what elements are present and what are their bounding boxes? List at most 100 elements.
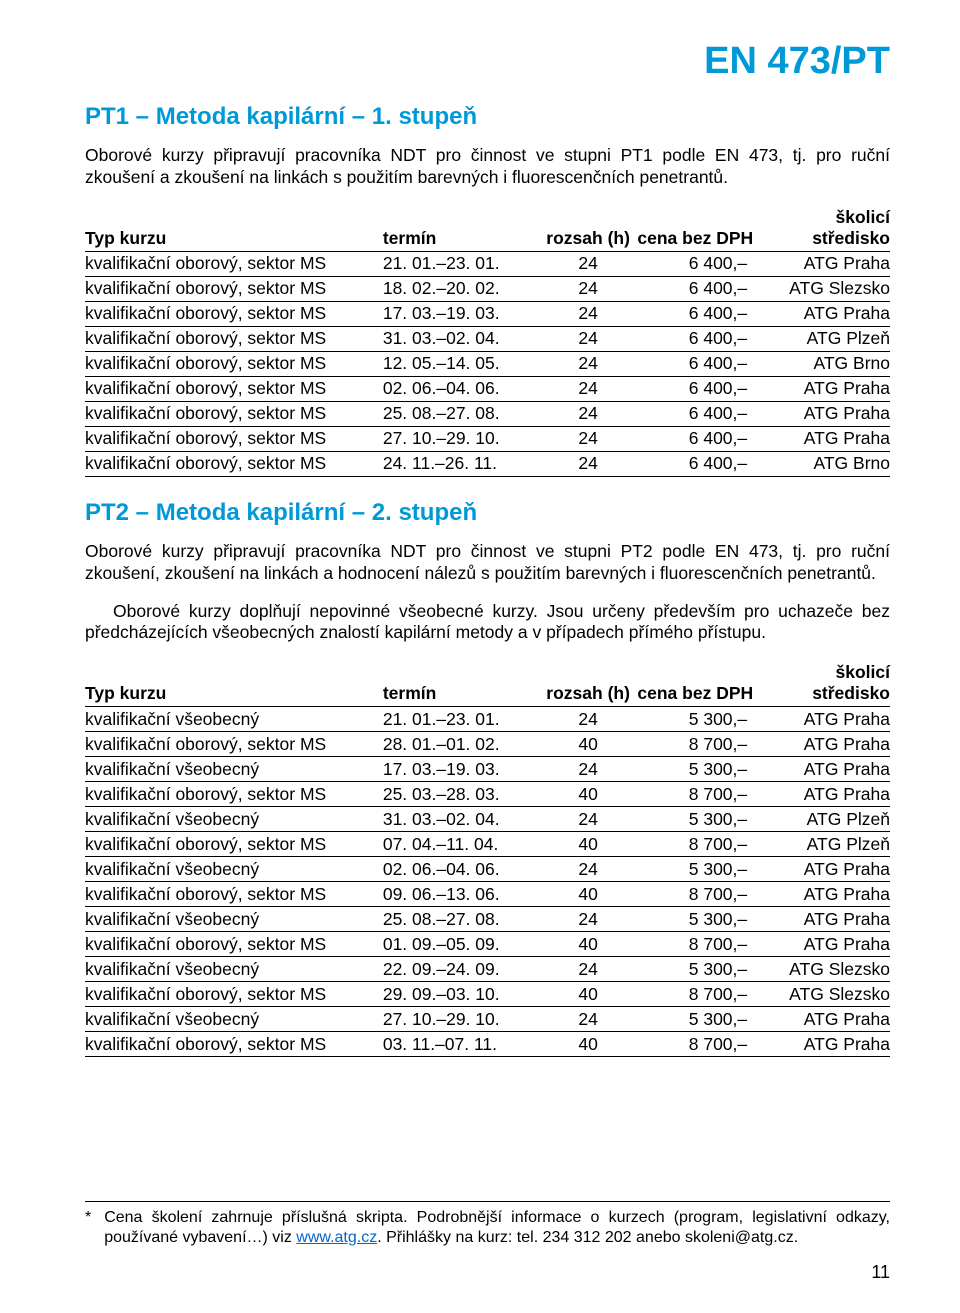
table-row: kvalifikační oborový, sektor MS18. 02.–2… — [85, 276, 890, 301]
section2-table: Typ kurzu termín rozsah (h) cena bez DPH… — [85, 660, 890, 1057]
cell-rozsah: 40 — [544, 1032, 633, 1057]
cell-typ: kvalifikační všeobecný — [85, 757, 383, 782]
cell-cena: 6 400,– — [632, 351, 753, 376]
page-number: 11 — [85, 1262, 890, 1283]
cell-typ: kvalifikační oborový, sektor MS — [85, 982, 383, 1007]
table-row: kvalifikační všeobecný02. 06.–04. 06.245… — [85, 857, 890, 882]
footnote-text: Cena školení zahrnuje příslušná skripta.… — [104, 1208, 890, 1248]
table-row: kvalifikační všeobecný25. 08.–27. 08.245… — [85, 907, 890, 932]
cell-typ: kvalifikační oborový, sektor MS — [85, 832, 383, 857]
cell-typ: kvalifikační oborový, sektor MS — [85, 882, 383, 907]
cell-rozsah: 24 — [544, 807, 633, 832]
cell-termin: 07. 04.–11. 04. — [383, 832, 544, 857]
cell-cena: 6 400,– — [632, 401, 753, 426]
cell-typ: kvalifikační oborový, sektor MS — [85, 276, 383, 301]
cell-rozsah: 40 — [544, 732, 633, 757]
cell-termin: 27. 10.–29. 10. — [383, 1007, 544, 1032]
cell-termin: 22. 09.–24. 09. — [383, 957, 544, 982]
cell-rozsah: 40 — [544, 882, 633, 907]
table-row: kvalifikační oborový, sektor MS29. 09.–0… — [85, 982, 890, 1007]
cell-stred: ATG Brno — [753, 351, 890, 376]
table-row: kvalifikační oborový, sektor MS12. 05.–1… — [85, 351, 890, 376]
cell-rozsah: 24 — [544, 707, 633, 732]
cell-stred: ATG Praha — [753, 782, 890, 807]
cell-typ: kvalifikační všeobecný — [85, 807, 383, 832]
cell-typ: kvalifikační oborový, sektor MS — [85, 932, 383, 957]
cell-cena: 5 300,– — [632, 957, 753, 982]
cell-typ: kvalifikační oborový, sektor MS — [85, 401, 383, 426]
cell-termin: 12. 05.–14. 05. — [383, 351, 544, 376]
cell-typ: kvalifikační oborový, sektor MS — [85, 451, 383, 476]
cell-stred: ATG Praha — [753, 732, 890, 757]
cell-termin: 09. 06.–13. 06. — [383, 882, 544, 907]
footnote-mark: * — [85, 1208, 104, 1248]
cell-typ: kvalifikační oborový, sektor MS — [85, 1032, 383, 1057]
table-row: kvalifikační oborový, sektor MS03. 11.–0… — [85, 1032, 890, 1057]
table-header-row: Typ kurzu termín rozsah (h) cena bez DPH… — [85, 205, 890, 252]
section2-title: PT2 – Metoda kapilární – 2. stupeň — [85, 499, 890, 527]
cell-rozsah: 24 — [544, 426, 633, 451]
table-row: kvalifikační oborový, sektor MS27. 10.–2… — [85, 426, 890, 451]
section2-intro: Oborové kurzy připravují pracovníka NDT … — [85, 541, 890, 585]
cell-cena: 6 400,– — [632, 426, 753, 451]
cell-cena: 5 300,– — [632, 807, 753, 832]
cell-cena: 8 700,– — [632, 932, 753, 957]
cell-rozsah: 24 — [544, 301, 633, 326]
cell-cena: 8 700,– — [632, 982, 753, 1007]
section1-table: Typ kurzu termín rozsah (h) cena bez DPH… — [85, 205, 890, 477]
cell-cena: 5 300,– — [632, 707, 753, 732]
cell-stred: ATG Praha — [753, 882, 890, 907]
cell-cena: 6 400,– — [632, 376, 753, 401]
cell-rozsah: 24 — [544, 326, 633, 351]
cell-rozsah: 24 — [544, 376, 633, 401]
cell-typ: kvalifikační oborový, sektor MS — [85, 732, 383, 757]
footnote-after: . Přihlášky na kurz: tel. 234 312 202 an… — [377, 1229, 798, 1246]
table-row: kvalifikační oborový, sektor MS28. 01.–0… — [85, 732, 890, 757]
section1-intro: Oborové kurzy připravují pracovníka NDT … — [85, 145, 890, 189]
cell-termin: 03. 11.–07. 11. — [383, 1032, 544, 1057]
cell-termin: 02. 06.–04. 06. — [383, 376, 544, 401]
cell-stred: ATG Praha — [753, 757, 890, 782]
table-row: kvalifikační všeobecný31. 03.–02. 04.245… — [85, 807, 890, 832]
cell-cena: 6 400,– — [632, 301, 753, 326]
cell-stred: ATG Plzeň — [753, 326, 890, 351]
cell-termin: 24. 11.–26. 11. — [383, 451, 544, 476]
cell-cena: 8 700,– — [632, 782, 753, 807]
cell-typ: kvalifikační všeobecný — [85, 957, 383, 982]
cell-cena: 8 700,– — [632, 832, 753, 857]
cell-rozsah: 40 — [544, 982, 633, 1007]
cell-cena: 5 300,– — [632, 757, 753, 782]
table-row: kvalifikační oborový, sektor MS01. 09.–0… — [85, 932, 890, 957]
table-row: kvalifikační oborový, sektor MS21. 01.–2… — [85, 251, 890, 276]
cell-stred: ATG Praha — [753, 401, 890, 426]
cell-termin: 29. 09.–03. 10. — [383, 982, 544, 1007]
cell-typ: kvalifikační oborový, sektor MS — [85, 351, 383, 376]
cell-termin: 17. 03.–19. 03. — [383, 757, 544, 782]
cell-stred: ATG Praha — [753, 251, 890, 276]
cell-stred: ATG Praha — [753, 376, 890, 401]
section2-intro2: Oborové kurzy doplňují nepovinné všeobec… — [85, 601, 890, 645]
cell-cena: 6 400,– — [632, 276, 753, 301]
cell-rozsah: 24 — [544, 251, 633, 276]
cell-rozsah: 24 — [544, 907, 633, 932]
col-stred: školicí středisko — [753, 205, 890, 252]
cell-stred: ATG Slezsko — [753, 957, 890, 982]
cell-stred: ATG Brno — [753, 451, 890, 476]
cell-cena: 8 700,– — [632, 1032, 753, 1057]
cell-cena: 6 400,– — [632, 451, 753, 476]
cell-cena: 5 300,– — [632, 857, 753, 882]
cell-rozsah: 24 — [544, 276, 633, 301]
table-row: kvalifikační oborový, sektor MS09. 06.–1… — [85, 882, 890, 907]
cell-stred: ATG Plzeň — [753, 807, 890, 832]
footnote-link[interactable]: www.atg.cz — [296, 1229, 377, 1246]
cell-stred: ATG Praha — [753, 907, 890, 932]
table-row: kvalifikační všeobecný22. 09.–24. 09.245… — [85, 957, 890, 982]
col-rozsah: rozsah (h) — [544, 660, 633, 707]
cell-termin: 21. 01.–23. 01. — [383, 251, 544, 276]
cell-cena: 6 400,– — [632, 251, 753, 276]
cell-termin: 25. 03.–28. 03. — [383, 782, 544, 807]
cell-stred: ATG Praha — [753, 932, 890, 957]
cell-termin: 02. 06.–04. 06. — [383, 857, 544, 882]
cell-rozsah: 24 — [544, 1007, 633, 1032]
col-stred: školicí středisko — [753, 660, 890, 707]
